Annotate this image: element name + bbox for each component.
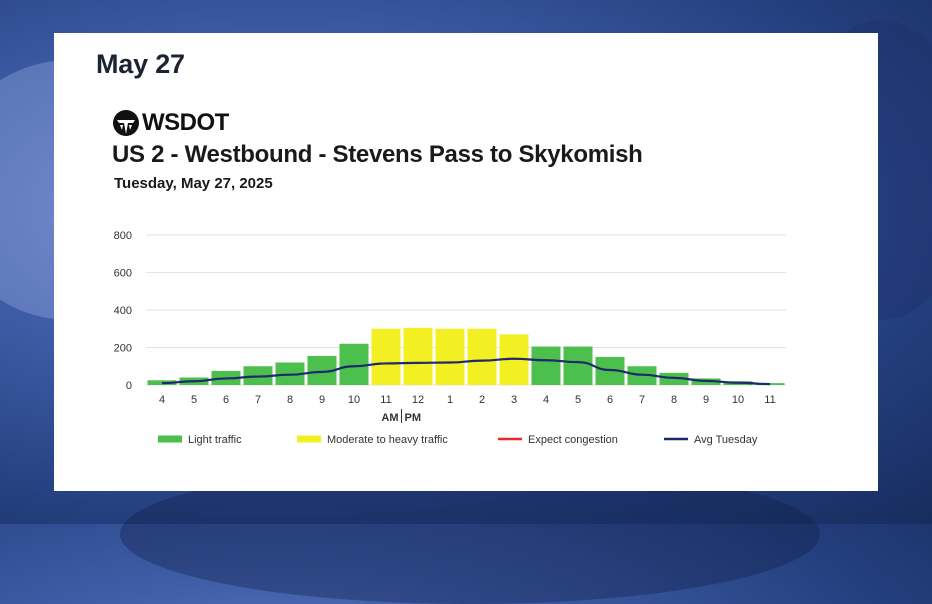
legend-label: Expect congestion: [528, 434, 618, 446]
chart-card: May 27 WSDOT US 2 - Westbound - Stevens …: [54, 33, 878, 491]
x-tick-label: 9: [703, 394, 709, 406]
x-tick-label: 8: [287, 394, 293, 406]
x-tick-label: 11: [380, 394, 391, 406]
y-tick-label: 200: [114, 343, 132, 355]
y-tick-label: 400: [114, 305, 132, 317]
x-tick-label: 1: [447, 394, 453, 406]
chart-subtitle: Tuesday, May 27, 2025: [114, 175, 273, 192]
y-tick-label: 0: [126, 380, 132, 392]
legend-swatch: [158, 435, 182, 443]
wsdot-logo: WSDOT: [112, 109, 229, 137]
traffic-bar: [435, 328, 465, 385]
x-tick-label: 9: [319, 394, 325, 406]
traffic-bar: [531, 346, 561, 385]
y-tick-label: 800: [114, 230, 132, 242]
pm-label: PM: [405, 412, 422, 424]
x-tick-label: 10: [348, 394, 360, 406]
wsdot-logo-icon: [113, 110, 139, 136]
x-tick-label: 6: [223, 394, 229, 406]
avg-tuesday-line: [161, 357, 771, 386]
legend-label: Light traffic: [188, 434, 242, 446]
x-tick-label: 8: [671, 394, 677, 406]
x-tick-label: 3: [511, 394, 517, 406]
x-tick-label: 12: [412, 394, 424, 406]
x-tick-label: 5: [191, 394, 197, 406]
x-tick-label: 11: [764, 394, 775, 406]
x-tick-label: 2: [479, 394, 485, 406]
traffic-bar: [371, 328, 401, 385]
traffic-bar: [339, 343, 369, 385]
y-tick-label: 600: [114, 268, 132, 280]
date-caption: May 27: [96, 49, 185, 79]
legend-label: Moderate to heavy traffic: [327, 434, 448, 446]
x-tick-label: 7: [255, 394, 261, 406]
legend-label: Avg Tuesday: [694, 434, 758, 446]
x-tick-label: 7: [639, 394, 645, 406]
am-label: AM: [381, 412, 398, 424]
chart-title: US 2 - Westbound - Stevens Pass to Skyko…: [112, 141, 643, 168]
x-tick-label: 6: [607, 394, 613, 406]
x-tick-label: 4: [159, 394, 165, 406]
x-tick-label: 10: [732, 394, 744, 406]
traffic-bar: [403, 327, 433, 385]
traffic-bar: [563, 346, 593, 385]
x-tick-label: 5: [575, 394, 581, 406]
traffic-bar: [467, 328, 497, 385]
wsdot-logo-text: WSDOT: [142, 109, 229, 136]
x-tick-label: 4: [543, 394, 549, 406]
legend-swatch: [297, 435, 321, 443]
